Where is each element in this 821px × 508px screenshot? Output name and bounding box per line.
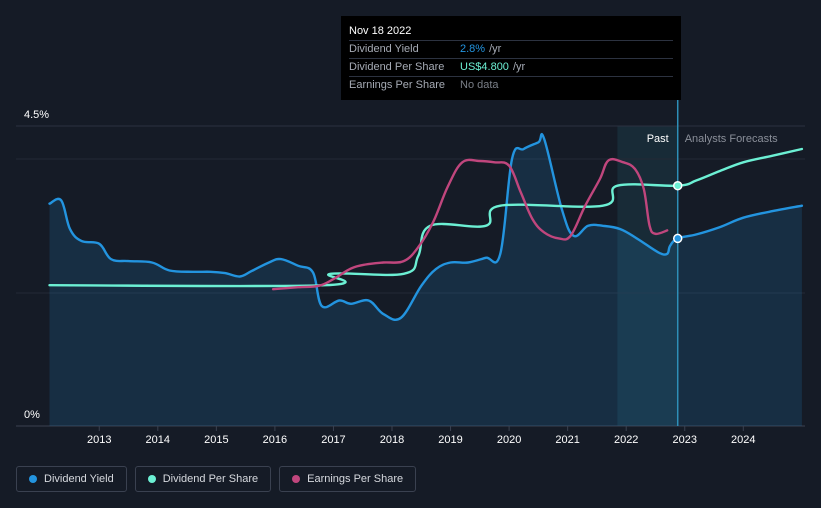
legend-dot-icon: [29, 475, 37, 483]
tooltip-unit: /yr: [512, 61, 526, 73]
legend-label: Earnings Per Share: [307, 473, 404, 485]
past-label: Past: [647, 133, 669, 145]
tooltip-value: 2.8%: [460, 43, 486, 55]
y-tick-bottom: 0%: [24, 409, 40, 421]
legend-item-dividend-yield[interactable]: Dividend Yield: [16, 466, 127, 492]
x-tick-label: 2018: [380, 434, 404, 446]
tooltip-date: Nov 18 2022: [349, 22, 673, 41]
earnings-per-share-line: [271, 157, 669, 291]
forecast-label: Analysts Forecasts: [685, 133, 778, 145]
x-tick-label: 2022: [614, 434, 638, 446]
x-tick-label: 2014: [146, 434, 170, 446]
legend-dot-icon: [292, 475, 301, 483]
legend-item-earnings-per-share[interactable]: Earnings Per Share: [279, 466, 417, 492]
x-tick-label: 2020: [497, 434, 521, 446]
x-tick-label: 2017: [321, 434, 345, 446]
x-tick-label: 2013: [87, 434, 111, 446]
dividend-yield-marker: [672, 233, 683, 244]
legend-label: Dividend Yield: [44, 473, 114, 485]
legend-item-dividend-per-share[interactable]: Dividend Per Share: [134, 466, 272, 492]
tooltip: Nov 18 2022 Dividend Yield 2.8% /yr Divi…: [341, 16, 681, 100]
tooltip-value: No data: [460, 79, 499, 91]
tooltip-unit: /yr: [489, 43, 502, 55]
tooltip-label: Dividend Per Share: [349, 61, 445, 73]
tooltip-value: US$4.800: [460, 61, 509, 73]
tooltip-label: Earnings Per Share: [349, 79, 445, 91]
x-tick-label: 2019: [438, 434, 462, 446]
tooltip-row-dividend-yield: Dividend Yield 2.8% /yr: [349, 41, 673, 59]
x-tick-label: 2024: [731, 434, 755, 446]
x-tick-label: 2016: [263, 434, 287, 446]
y-tick-top: 4.5%: [24, 109, 49, 121]
dividend-per-share-marker: [672, 180, 683, 191]
dividend-yield-line: [48, 133, 804, 322]
tooltip-row-earnings-per-share: Earnings Per Share No data: [349, 77, 673, 94]
past-highlight-band: [617, 126, 678, 426]
tooltip-row-dividend-per-share: Dividend Per Share US$4.800 /yr: [349, 59, 673, 77]
legend-dot-icon: [147, 475, 156, 483]
legend: Dividend Yield Dividend Per Share Earnin…: [16, 466, 417, 492]
x-tick-label: 2023: [673, 434, 697, 446]
x-tick-label: 2015: [204, 434, 228, 446]
legend-label: Dividend Per Share: [162, 473, 259, 485]
tooltip-label: Dividend Yield: [349, 43, 419, 55]
x-tick-label: 2021: [555, 434, 579, 446]
